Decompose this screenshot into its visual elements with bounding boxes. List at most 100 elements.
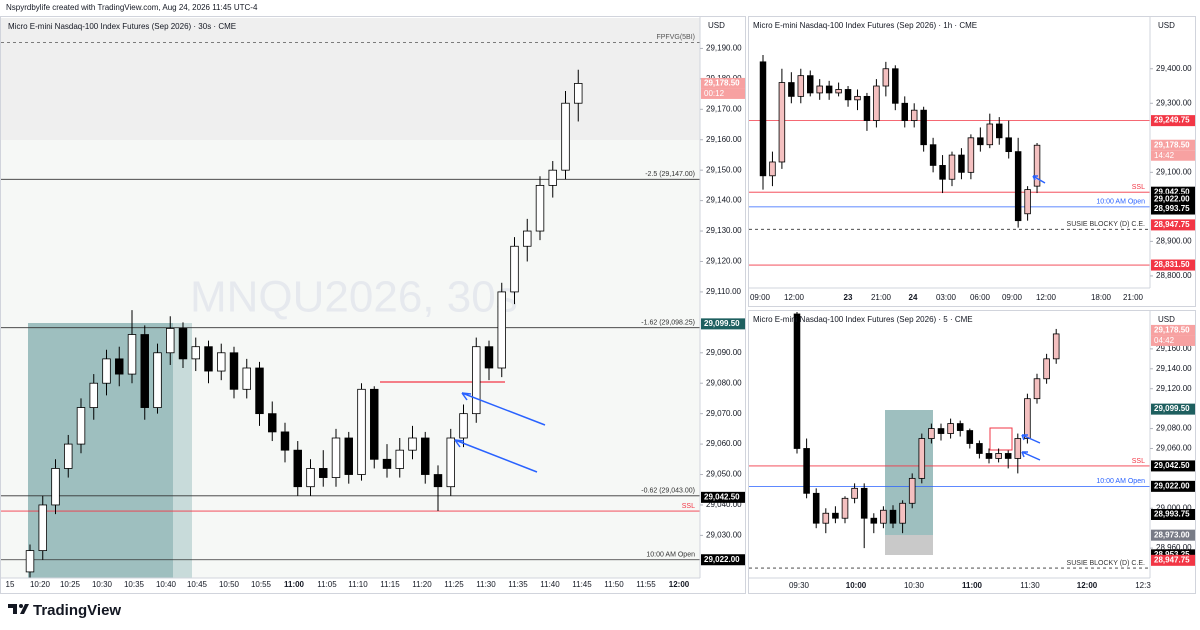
candle-body <box>76 407 86 445</box>
price-tag: 29,042.50 <box>1151 186 1195 198</box>
candle-body <box>996 123 1003 139</box>
price-tag: 29,099.50 <box>701 318 745 330</box>
y-tick-label: 29,140.00 <box>1156 364 1192 373</box>
candle-body <box>102 358 111 384</box>
price-tag-label: 29,042.50 <box>1154 461 1190 470</box>
candle-body <box>115 358 124 375</box>
x-tick-label: 10:20 <box>30 580 51 589</box>
candle-body <box>958 154 965 173</box>
candle-body <box>1014 438 1022 459</box>
x-tick-label: 11:25 <box>444 580 464 589</box>
price-tag-box <box>701 318 745 330</box>
candle-body <box>574 83 583 104</box>
candle-body <box>306 468 315 488</box>
x-tick-label: 11:40 <box>540 580 560 589</box>
y-tick-label: 28,900.00 <box>1156 236 1192 245</box>
y-tick-label: 29,160.00 <box>1156 344 1192 353</box>
price-tag: 29,099.50 <box>1151 403 1195 415</box>
candle-body <box>344 437 353 475</box>
price-tag-label: 29,022.00 <box>1154 481 1190 490</box>
x-tick-label: 12:00 <box>1036 293 1057 302</box>
candle-body <box>901 102 908 121</box>
candle-body <box>191 346 200 360</box>
candle-body <box>523 230 532 247</box>
price-tag-label: 29,178.50 <box>704 79 740 88</box>
candle-body <box>851 487 858 499</box>
candle-body <box>446 437 455 488</box>
price-tag-label: 29,178.50 <box>1154 140 1190 149</box>
candle-body <box>204 346 213 372</box>
candle-body <box>280 431 290 451</box>
candle-body <box>561 102 570 171</box>
timer-box <box>1151 335 1195 346</box>
x-tick-label: 11:55 <box>636 580 656 589</box>
candle-body <box>889 509 897 524</box>
y-tick-label: 29,080.00 <box>706 378 742 387</box>
position-box <box>28 323 173 578</box>
level-label: -0.62 (29,043.00) <box>641 488 695 495</box>
candle-body <box>956 423 964 431</box>
x-tick-label: 06:00 <box>970 293 991 302</box>
candle-body <box>822 512 830 524</box>
chart-title: Micro E-mini Nasdaq-100 Index Futures (S… <box>8 22 236 31</box>
price-tag-box <box>701 491 745 503</box>
timer-box <box>701 88 745 99</box>
candle-body <box>421 437 430 475</box>
candle-body <box>873 85 880 121</box>
y-tick-label: 28,960.00 <box>1156 543 1192 552</box>
price-tag-label: 29,099.50 <box>704 319 740 328</box>
y-tick-label: 28,800.00 <box>1156 271 1192 280</box>
candle-body <box>535 184 545 232</box>
price-tag: 29,042.50 <box>701 491 745 503</box>
y-tick-label: 29,050.00 <box>706 470 742 479</box>
arrows <box>454 175 1046 473</box>
x-tick-label: 10:35 <box>124 580 145 589</box>
candle-body <box>788 82 795 97</box>
panel-frame <box>748 16 1196 307</box>
price-tag-label: 29,022.00 <box>1154 194 1190 203</box>
axis-unit: USD <box>1158 21 1175 30</box>
price-tag-label: 28,831.50 <box>1154 260 1190 269</box>
level-label: SSL <box>1132 458 1145 465</box>
x-tick-label: 11:50 <box>604 580 624 589</box>
x-tick-label: 03:00 <box>936 293 957 302</box>
candle-body <box>967 137 975 173</box>
candle-body <box>841 497 849 519</box>
x-tick-label: 10:55 <box>251 580 272 589</box>
y-tick-label: 29,150.00 <box>706 165 742 174</box>
x-tick-label: 11:15 <box>380 580 400 589</box>
axis-unit: USD <box>708 21 725 30</box>
price-tag-label: 28,953.25 <box>1154 550 1190 559</box>
arrow <box>1032 175 1046 184</box>
price-tag-label: 29,099.50 <box>1154 404 1190 413</box>
price-tag-label: 28,947.75 <box>1154 220 1190 229</box>
x-tick-label: 10:25 <box>60 580 81 589</box>
price-tag-box <box>1151 324 1195 336</box>
x-tick-label: 18:00 <box>1091 293 1112 302</box>
header-text: Nspyrdbylife created with TradingView.co… <box>6 3 258 12</box>
candle-body <box>319 468 328 478</box>
candle-body <box>870 517 878 524</box>
price-tag-box <box>701 77 745 89</box>
red-box <box>989 427 1013 451</box>
candle-body <box>947 423 954 434</box>
price-tag: 29,022.00 <box>1151 480 1195 492</box>
candle-body <box>153 352 162 408</box>
candle-body <box>1033 144 1041 187</box>
candle-body <box>1004 453 1012 459</box>
y-tick-label: 29,130.00 <box>706 226 742 235</box>
axis-unit: USD <box>1158 315 1175 324</box>
candle-body <box>929 144 937 166</box>
candle-body <box>1052 333 1060 360</box>
x-tick-label: 23 <box>844 293 853 302</box>
x-tick-label: 24 <box>909 293 918 302</box>
price-tag-label: 28,947.75 <box>1154 555 1190 564</box>
y-tick-label: 29,080.00 <box>1156 424 1192 433</box>
candle-body <box>293 449 302 488</box>
price-tag-box <box>1151 460 1195 472</box>
x-tick-label: 11:00 <box>962 581 983 590</box>
y-tick-label: 29,100.00 <box>1156 167 1192 176</box>
x-tick-label: 09:00 <box>1002 293 1023 302</box>
